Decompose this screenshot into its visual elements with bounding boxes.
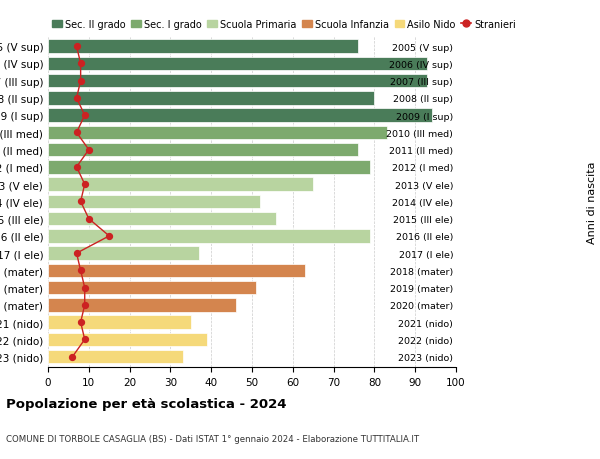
Bar (48, 350, 182, 364)
Bar (48, 333, 207, 347)
Bar (48, 298, 236, 312)
Bar (48, 57, 427, 71)
Point (84, 147, 94, 154)
Bar (48, 281, 256, 295)
Bar (48, 316, 191, 329)
Point (80, 112, 89, 120)
Text: COMUNE DI TORBOLE CASAGLIA (BS) - Dati ISTAT 1° gennaio 2024 - Elaborazione TUTT: COMUNE DI TORBOLE CASAGLIA (BS) - Dati I… (6, 434, 419, 443)
Point (72, 129, 82, 137)
Bar (48, 75, 427, 88)
Bar (48, 247, 199, 260)
Point (76, 319, 85, 326)
Legend: Sec. II grado, Sec. I grado, Scuola Primaria, Scuola Infanzia, Asilo Nido, Stran: Sec. II grado, Sec. I grado, Scuola Prim… (48, 16, 520, 34)
Point (68, 353, 77, 361)
Bar (48, 144, 358, 157)
Point (76, 78, 85, 85)
Bar (48, 126, 386, 140)
Text: Anni di nascita: Anni di nascita (587, 161, 597, 243)
Point (72, 95, 82, 102)
Bar (48, 178, 313, 191)
Bar (48, 40, 358, 54)
Bar (48, 195, 260, 209)
Point (80, 284, 89, 292)
Bar (48, 230, 370, 243)
Bar (48, 213, 277, 226)
Point (104, 233, 114, 240)
Point (80, 181, 89, 188)
Text: Popolazione per età scolastica - 2024: Popolazione per età scolastica - 2024 (6, 397, 287, 410)
Point (72, 44, 82, 51)
Bar (48, 264, 305, 278)
Bar (48, 109, 431, 123)
Point (76, 198, 85, 206)
Point (80, 336, 89, 343)
Bar (48, 92, 374, 106)
Point (76, 267, 85, 274)
Point (72, 164, 82, 171)
Bar (48, 161, 370, 174)
Point (80, 302, 89, 309)
Point (72, 250, 82, 257)
Point (76, 61, 85, 68)
Point (84, 215, 94, 223)
